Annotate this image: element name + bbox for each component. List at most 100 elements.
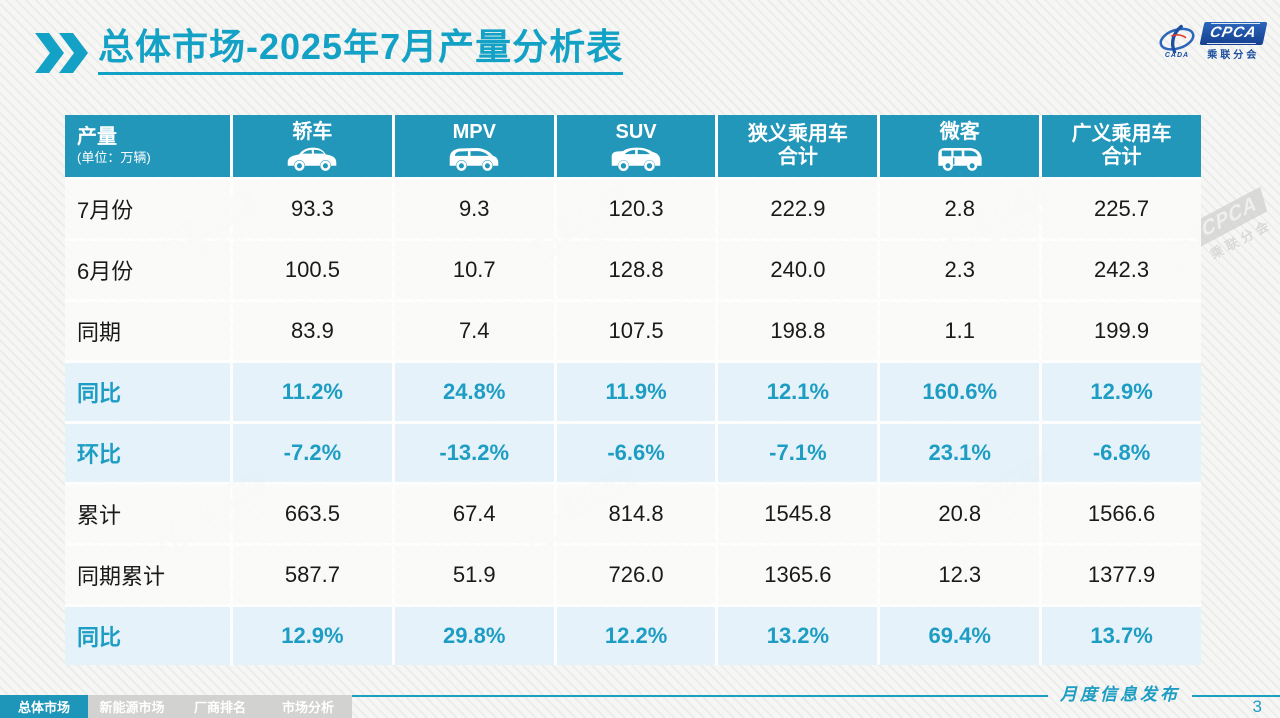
header-narrow-pv-label: 狭义乘用车 xyxy=(747,123,848,145)
cell-value: 13.7% xyxy=(1042,607,1201,665)
table-row: 6月份 100.5 10.7 128.8 240.0 2.3 242.3 xyxy=(65,241,1201,299)
page-number: 3 xyxy=(1252,697,1262,716)
title-block: 总体市场-2025年7月产量分析表 xyxy=(34,26,624,76)
cell-value: 663.5 xyxy=(233,485,392,543)
cell-value: 199.9 xyxy=(1042,302,1201,360)
cell-value: 20.8 xyxy=(880,485,1040,543)
row-label: 累计 xyxy=(65,485,230,543)
watermark-sub: 乘联分会 xyxy=(1207,216,1275,262)
cell-value: -7.1% xyxy=(718,424,878,482)
table-row: 累计 663.5 67.4 814.8 1545.8 20.8 1566.6 xyxy=(65,485,1201,543)
cell-value: 1545.8 xyxy=(718,485,878,543)
cell-value: 198.8 xyxy=(718,302,878,360)
header-mpv-label: MPV xyxy=(452,121,496,143)
footer-rule-right xyxy=(1192,694,1280,697)
footer-rule: 月度信息发布 xyxy=(0,687,1280,704)
header-cell-mpv: MPV xyxy=(394,115,554,177)
header-cell-production: 产量 (单位：万辆) xyxy=(65,115,230,177)
table-header-row: 产量 (单位：万辆) 轿车 MPV xyxy=(65,115,1201,177)
cell-value: 1.1 xyxy=(880,302,1040,360)
cell-value: 1566.6 xyxy=(1042,485,1201,543)
cell-value: 1365.6 xyxy=(718,546,878,604)
cell-value: 242.3 xyxy=(1042,241,1201,299)
cpca-logo: CADA CPCA 乘联分会 xyxy=(1156,22,1267,61)
table-body: 7月份 93.3 9.3 120.3 222.9 2.8 225.7 6月份 100.5 10.7… xyxy=(65,180,1201,665)
header-cell-sedan: 轿车 xyxy=(233,115,392,177)
cell-value: 2.3 xyxy=(880,241,1040,299)
cell-value: 225.7 xyxy=(1042,180,1201,238)
cada-label: CADA xyxy=(1164,51,1190,59)
header-narrow-pv-label2: 合计 xyxy=(777,146,818,168)
table-row: 环比 -7.2% -13.2% -6.6% -7.1% 23.1% -6.8% xyxy=(65,424,1201,482)
header-sedan-label: 轿车 xyxy=(292,121,333,143)
table-row: 同期 83.9 7.4 107.5 198.8 1.1 199.9 xyxy=(65,302,1201,360)
row-label: 同比 xyxy=(65,607,230,665)
tab-nev-market[interactable]: 新能源市场 xyxy=(88,695,176,718)
header-production-unit: (单位：万辆) xyxy=(77,150,151,166)
table-row: 7月份 93.3 9.3 120.3 222.9 2.8 225.7 xyxy=(65,180,1201,238)
header-microvan-label: 微客 xyxy=(939,121,980,143)
cell-value: 160.6% xyxy=(880,363,1040,421)
cell-value: 69.4% xyxy=(880,607,1040,665)
header-production-title: 产量 xyxy=(77,126,117,149)
cell-value: 67.4 xyxy=(394,485,554,543)
cell-value: -6.6% xyxy=(556,424,716,482)
header-suv-label: SUV xyxy=(615,121,657,143)
cell-value: 726.0 xyxy=(556,546,716,604)
header-cell-suv: SUV xyxy=(556,115,716,177)
cell-value: 587.7 xyxy=(233,546,392,604)
header-broad-pv-label2: 合计 xyxy=(1101,146,1142,168)
release-label: 月度信息发布 xyxy=(1060,685,1180,705)
tab-market-analysis[interactable]: 市场分析 xyxy=(264,695,352,718)
row-label: 环比 xyxy=(65,424,230,482)
sedan-icon xyxy=(288,147,337,171)
header-broad-pv-label: 广义乘用车 xyxy=(1071,123,1172,145)
cell-value: 814.8 xyxy=(556,485,716,543)
header-cell-microvan: 微客 xyxy=(880,115,1040,177)
header-cell-broad-pv-total: 广义乘用车 合计 xyxy=(1042,115,1201,177)
cpca-brand-label: CPCA xyxy=(1206,23,1260,44)
cell-value: 7.4 xyxy=(394,302,554,360)
production-table: 产量 (单位：万辆) 轿车 MPV xyxy=(65,115,1201,665)
cell-value: 83.9 xyxy=(233,302,392,360)
cell-value: 93.3 xyxy=(233,180,392,238)
tab-overall-market[interactable]: 总体市场 xyxy=(0,695,88,718)
cell-value: 11.2% xyxy=(233,363,392,421)
cell-value: 24.8% xyxy=(394,363,554,421)
page-title: 总体市场-2025年7月产量分析表 xyxy=(98,26,624,76)
cell-value: 9.3 xyxy=(394,180,554,238)
cell-value: 10.7 xyxy=(394,241,554,299)
table-row: 同比 12.9% 29.8% 12.2% 13.2% 69.4% 13.7% xyxy=(65,607,1201,665)
cpca-swoosh-icon xyxy=(1159,24,1195,54)
cell-value: 2.8 xyxy=(880,180,1040,238)
cpca-brand-badge: CPCA xyxy=(1199,22,1267,45)
cell-value: 222.9 xyxy=(718,180,878,238)
row-label: 同比 xyxy=(65,363,230,421)
mpv-icon xyxy=(449,148,499,171)
cell-value: 107.5 xyxy=(556,302,716,360)
row-label: 6月份 xyxy=(65,241,230,299)
header-cell-narrow-pv-total: 狭义乘用车 合计 xyxy=(718,115,878,177)
row-label: 同期累计 xyxy=(65,546,230,604)
row-label: 7月份 xyxy=(65,180,230,238)
cell-value: -7.2% xyxy=(233,424,392,482)
cell-value: 1377.9 xyxy=(1042,546,1201,604)
cell-value: 128.8 xyxy=(556,241,716,299)
cell-value: 12.9% xyxy=(1042,363,1201,421)
cell-value: 12.2% xyxy=(556,607,716,665)
bottom-nav-tabs: 总体市场 新能源市场 厂商排名 市场分析 xyxy=(0,695,352,718)
cell-value: 12.1% xyxy=(718,363,878,421)
table-row: 同期累计 587.7 51.9 726.0 1365.6 12.3 1377.9 xyxy=(65,546,1201,604)
cell-value: 12.3 xyxy=(880,546,1040,604)
watermark-brand: CPCA xyxy=(1192,186,1267,248)
tab-manufacturer-ranking[interactable]: 厂商排名 xyxy=(176,695,264,718)
cell-value: 12.9% xyxy=(233,607,392,665)
table-row: 同比 11.2% 24.8% 11.9% 12.1% 160.6% 12.9% xyxy=(65,363,1201,421)
cell-value: 23.1% xyxy=(880,424,1040,482)
cell-value: 240.0 xyxy=(718,241,878,299)
microvan-icon xyxy=(938,148,982,171)
double-chevron-icon xyxy=(35,33,88,73)
cell-value: 100.5 xyxy=(233,241,392,299)
cell-value: -13.2% xyxy=(394,424,554,482)
